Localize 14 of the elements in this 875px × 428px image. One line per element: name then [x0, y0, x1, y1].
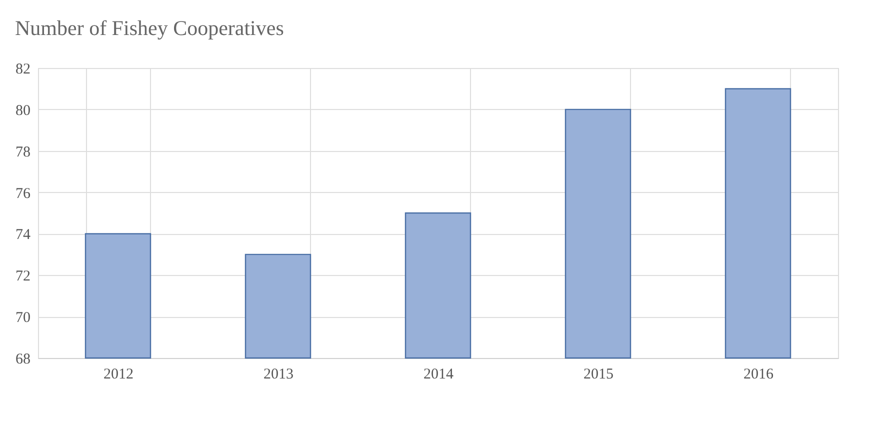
x-tick-label: 2014	[424, 366, 454, 382]
x-tick-label: 2015	[584, 366, 614, 382]
y-tick-label: 76	[16, 186, 31, 202]
x-tick-label: 2013	[264, 366, 294, 382]
y-tick-label: 70	[16, 310, 30, 326]
chart-title: Number of Fishey Cooperatives	[15, 16, 284, 40]
y-tick-label: 74	[16, 227, 31, 244]
y-tick-label: 72	[16, 268, 30, 285]
y-tick-label: 78	[16, 144, 30, 160]
x-tick-label: 2012	[104, 366, 134, 382]
y-tick-label: 82	[16, 62, 30, 78]
y-tick-label: 80	[16, 102, 30, 119]
y-tick-label: 68	[16, 352, 30, 368]
x-tick-label: 2016	[744, 366, 774, 382]
